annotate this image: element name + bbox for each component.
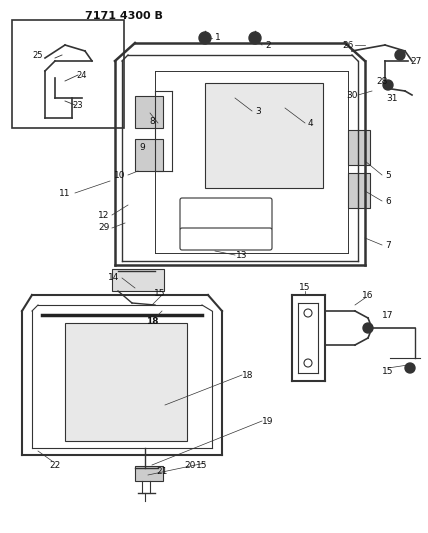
Bar xyxy=(135,466,163,481)
Circle shape xyxy=(199,32,211,44)
Text: 29: 29 xyxy=(98,223,110,232)
Text: 12: 12 xyxy=(98,211,110,220)
Text: 6: 6 xyxy=(385,197,391,206)
Bar xyxy=(65,323,187,441)
Text: 27: 27 xyxy=(410,56,422,66)
Text: 7: 7 xyxy=(385,240,391,249)
Text: 21: 21 xyxy=(156,466,168,475)
Bar xyxy=(12,20,124,128)
FancyBboxPatch shape xyxy=(180,228,272,250)
FancyBboxPatch shape xyxy=(180,198,272,230)
Text: 4: 4 xyxy=(307,118,313,127)
Text: 14: 14 xyxy=(108,273,120,282)
Text: 30: 30 xyxy=(346,91,358,100)
Text: 22: 22 xyxy=(49,461,61,470)
Circle shape xyxy=(249,32,261,44)
Text: 18: 18 xyxy=(146,317,158,326)
Text: 13: 13 xyxy=(236,251,248,260)
Text: 20: 20 xyxy=(184,461,196,470)
Circle shape xyxy=(395,50,405,60)
Text: 23: 23 xyxy=(73,101,83,109)
Text: 19: 19 xyxy=(262,416,274,425)
Circle shape xyxy=(383,80,393,90)
Text: 3: 3 xyxy=(255,107,261,116)
Text: 15: 15 xyxy=(196,461,208,470)
Text: 11: 11 xyxy=(59,189,71,198)
Bar xyxy=(135,139,163,171)
Text: 31: 31 xyxy=(386,93,398,102)
Text: 16: 16 xyxy=(362,290,374,300)
Text: 2: 2 xyxy=(265,41,271,50)
Text: 10: 10 xyxy=(114,171,126,180)
Text: 1: 1 xyxy=(215,34,221,43)
Text: 25: 25 xyxy=(33,51,43,60)
Circle shape xyxy=(363,323,373,333)
Text: 17: 17 xyxy=(382,311,394,319)
Circle shape xyxy=(405,363,415,373)
Text: 8: 8 xyxy=(149,117,155,125)
Text: 15: 15 xyxy=(382,367,394,376)
Bar xyxy=(135,96,163,128)
Text: 7171 4300 B: 7171 4300 B xyxy=(85,11,163,21)
Text: 9: 9 xyxy=(139,143,145,152)
Bar xyxy=(348,173,370,208)
Text: 24: 24 xyxy=(77,70,87,79)
Text: 15: 15 xyxy=(299,282,311,292)
Text: 26: 26 xyxy=(342,41,354,50)
Bar xyxy=(348,130,370,165)
Text: 5: 5 xyxy=(385,171,391,180)
Text: 28: 28 xyxy=(376,77,388,85)
Bar xyxy=(112,269,164,291)
Text: 15: 15 xyxy=(154,288,166,297)
Bar xyxy=(205,83,323,188)
Text: 18: 18 xyxy=(242,370,254,379)
